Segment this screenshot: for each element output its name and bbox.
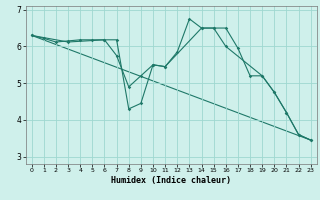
X-axis label: Humidex (Indice chaleur): Humidex (Indice chaleur): [111, 176, 231, 185]
